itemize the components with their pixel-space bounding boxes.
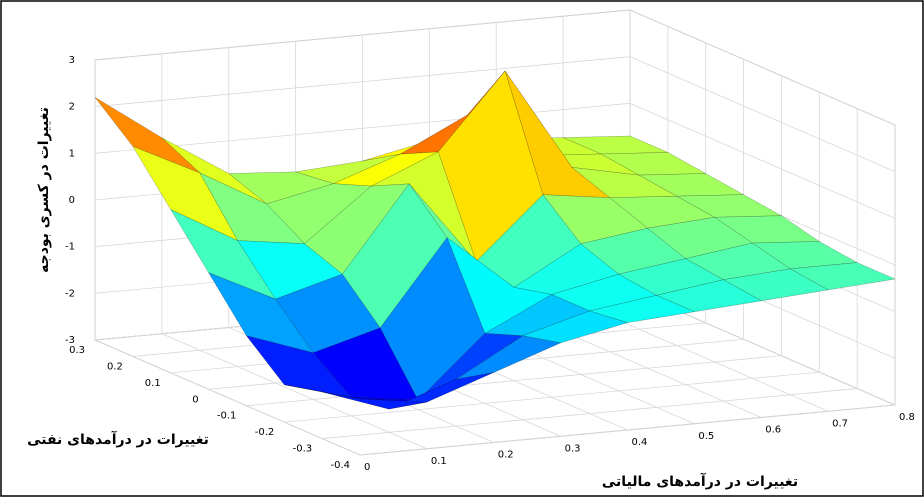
x-grid-line	[161, 333, 428, 450]
z-tick-label: -2	[65, 288, 75, 299]
z-tick-label: 3	[69, 55, 75, 66]
y-tick-label: 0.1	[145, 378, 161, 389]
z-tick-label: 2	[69, 102, 75, 113]
y-tick-label: -0.2	[255, 427, 275, 438]
y-tick-label: 0	[192, 394, 198, 405]
y-grid-line	[246, 355, 782, 407]
x-tick-label: 0.5	[698, 431, 714, 442]
x-tick-label: 0	[364, 462, 370, 473]
surface-patch	[655, 279, 762, 313]
x-tick-label: 0.6	[765, 425, 781, 436]
x-tick-label: 0.1	[431, 456, 447, 467]
surface-patch	[521, 310, 629, 344]
x-tick-label: 0.8	[899, 412, 915, 423]
x-tick-label: 0.7	[832, 418, 848, 429]
z-tick-label: -3	[65, 335, 75, 346]
surface-patch	[322, 391, 427, 410]
y-tick-label: -0.3	[293, 444, 313, 455]
y-grid-line	[359, 404, 896, 456]
x-tick-label: 0.4	[632, 437, 648, 448]
surface-patch	[722, 268, 829, 302]
y-tick-label: 0.3	[69, 345, 85, 356]
y-axis-label: تغییرات در درآمدهای نفتی	[27, 430, 209, 448]
x-grid-line	[94, 339, 361, 456]
surface-patch	[455, 335, 562, 380]
z-grid-line	[629, 102, 896, 219]
z-axis-label: تغییرات در کسری بودجه	[36, 107, 52, 273]
y-tick-label: 0.2	[107, 361, 123, 372]
z-grid-line	[629, 9, 896, 126]
z-tick-label: 0	[69, 195, 75, 206]
z-tick-label: -1	[65, 242, 75, 253]
x-tick-label: 0.3	[565, 443, 581, 454]
z-grid-line	[629, 56, 896, 173]
surface-patch	[789, 262, 896, 291]
y-tick-label: -0.1	[217, 411, 237, 422]
y-grid-line	[322, 388, 858, 439]
y-grid-line	[284, 371, 820, 423]
z-tick-label: 1	[69, 148, 75, 159]
y-tick-label: -0.4	[330, 460, 350, 471]
x-axis-label: تغییرات در درآمدهای مالیاتی	[602, 472, 798, 490]
x-tick-label: 0.2	[498, 450, 514, 461]
